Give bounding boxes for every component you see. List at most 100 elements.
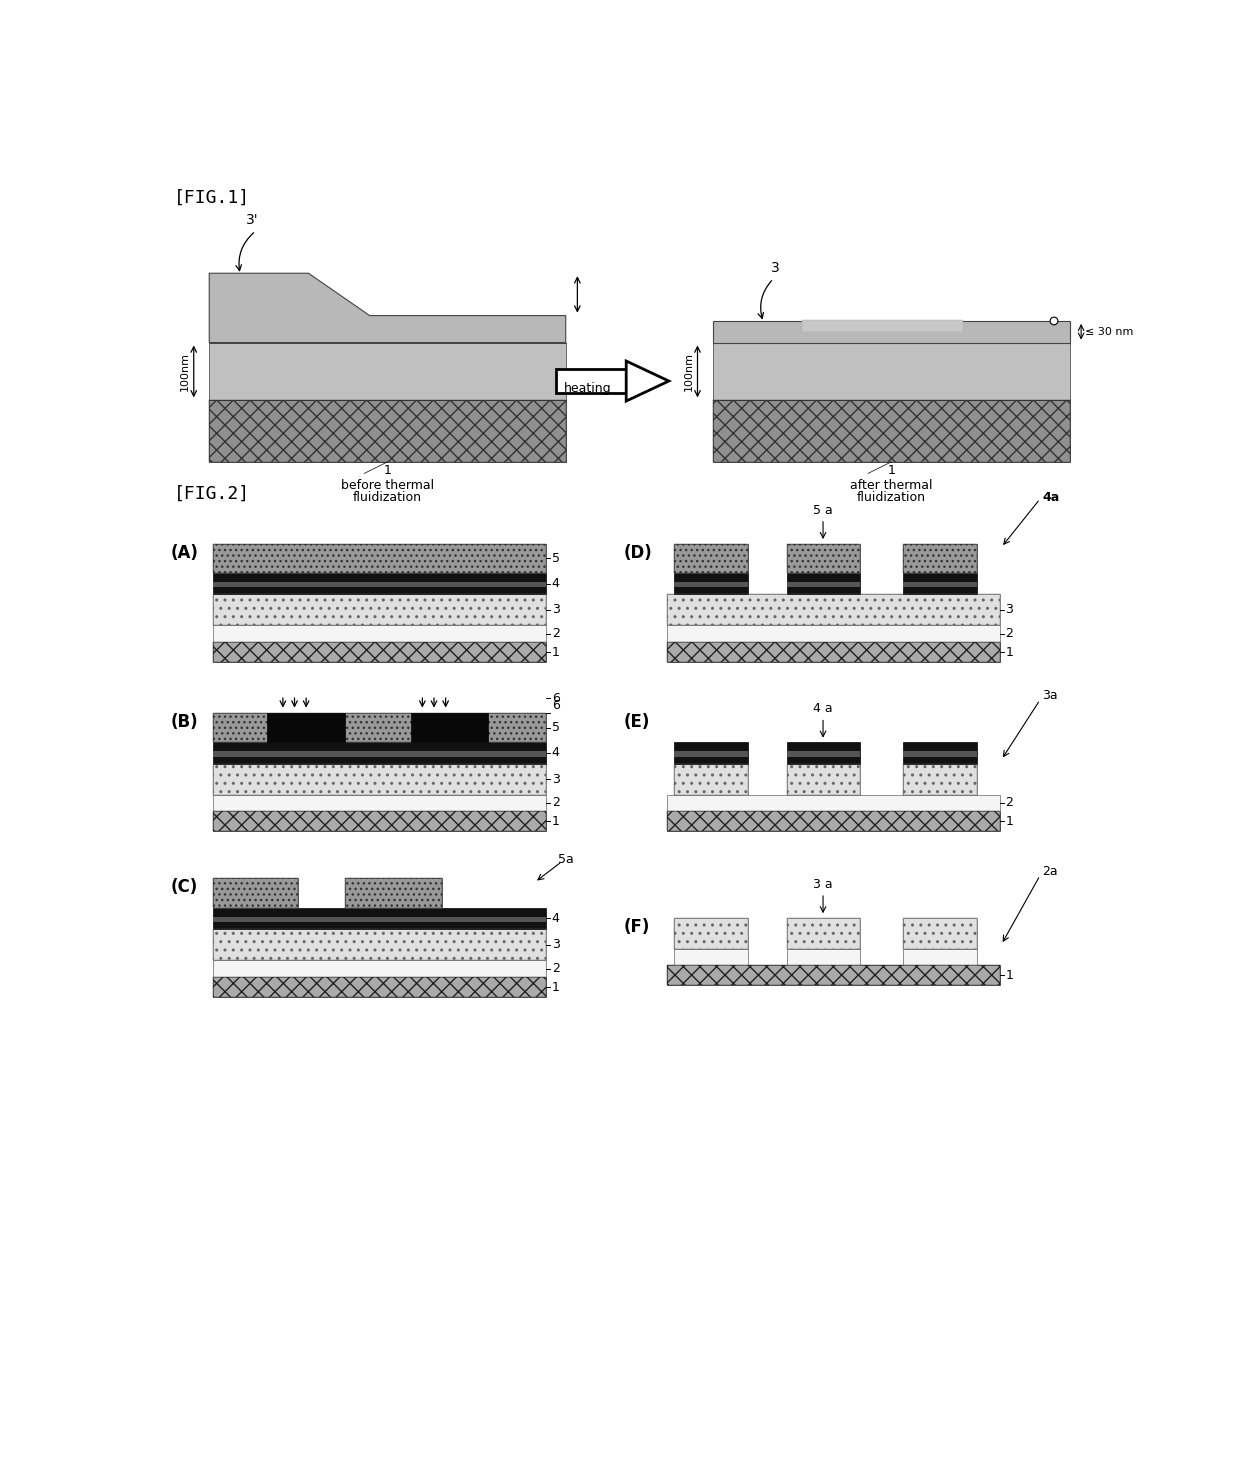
Text: 2: 2: [552, 627, 559, 640]
Bar: [903, 949, 977, 965]
Bar: [213, 763, 547, 794]
Bar: [903, 763, 977, 794]
Text: 5: 5: [552, 721, 559, 734]
Bar: [213, 811, 547, 832]
Text: 3: 3: [552, 939, 559, 952]
Bar: [213, 908, 547, 930]
Bar: [213, 642, 547, 662]
Bar: [786, 751, 861, 757]
Bar: [213, 917, 547, 923]
Text: heating: heating: [564, 382, 611, 395]
Bar: [713, 342, 1069, 401]
Text: fluidization: fluidization: [353, 491, 422, 504]
Bar: [210, 401, 565, 462]
Bar: [210, 342, 565, 401]
Bar: [675, 582, 748, 588]
Text: 3: 3: [1006, 604, 1013, 616]
Bar: [786, 918, 861, 949]
Bar: [675, 763, 748, 794]
Bar: [786, 763, 861, 794]
Bar: [213, 626, 547, 642]
Bar: [213, 713, 547, 743]
Bar: [667, 595, 999, 626]
Text: 5a: 5a: [558, 852, 574, 866]
Bar: [213, 595, 547, 626]
Text: (C): (C): [171, 879, 197, 896]
Text: 2: 2: [1006, 627, 1013, 640]
Bar: [268, 713, 345, 743]
Bar: [667, 965, 999, 985]
Text: 3: 3: [552, 604, 559, 616]
Bar: [675, 743, 748, 763]
Bar: [675, 544, 748, 573]
Bar: [213, 743, 547, 763]
Text: [FIG.2]: [FIG.2]: [175, 485, 250, 503]
Bar: [213, 930, 547, 961]
Text: 4: 4: [552, 747, 559, 759]
Bar: [213, 582, 547, 588]
Bar: [213, 573, 547, 595]
Bar: [903, 544, 977, 573]
Bar: [667, 626, 999, 642]
Bar: [213, 879, 299, 908]
Bar: [786, 573, 861, 595]
Bar: [675, 544, 748, 573]
Text: 1: 1: [1006, 969, 1013, 982]
Bar: [667, 794, 999, 811]
Bar: [213, 811, 547, 832]
Bar: [213, 544, 547, 573]
Bar: [213, 751, 547, 757]
Bar: [213, 977, 547, 997]
Bar: [667, 642, 999, 662]
Bar: [213, 794, 547, 811]
Bar: [802, 320, 962, 332]
Text: 100nm: 100nm: [180, 352, 190, 390]
Text: 3a: 3a: [1043, 690, 1058, 702]
Bar: [675, 918, 748, 949]
Bar: [786, 763, 861, 794]
Bar: [213, 544, 547, 573]
Bar: [557, 370, 626, 393]
Text: (F): (F): [624, 918, 650, 936]
Bar: [903, 573, 977, 595]
Bar: [213, 977, 547, 997]
Text: 6: 6: [552, 692, 559, 705]
Bar: [667, 811, 999, 832]
Bar: [675, 751, 748, 757]
Bar: [786, 743, 861, 763]
Bar: [345, 879, 441, 908]
Bar: [713, 401, 1069, 462]
Bar: [786, 544, 861, 573]
Bar: [786, 544, 861, 573]
Polygon shape: [210, 273, 565, 342]
Bar: [903, 751, 977, 757]
Bar: [213, 961, 547, 977]
Text: (D): (D): [624, 544, 652, 561]
Bar: [786, 918, 861, 949]
Bar: [903, 918, 977, 949]
Text: (B): (B): [171, 713, 198, 731]
Bar: [675, 949, 748, 965]
Text: 1: 1: [1006, 646, 1013, 658]
Text: 2: 2: [552, 962, 559, 975]
Text: 2: 2: [1006, 797, 1013, 810]
Text: 4: 4: [552, 912, 559, 925]
Bar: [345, 879, 441, 908]
Bar: [667, 965, 999, 985]
Text: 3: 3: [770, 260, 780, 275]
Bar: [786, 582, 861, 588]
Text: 5 a: 5 a: [813, 503, 833, 516]
Text: 6: 6: [552, 699, 559, 712]
Bar: [667, 642, 999, 662]
Text: before thermal: before thermal: [341, 480, 434, 491]
Text: 4a: 4a: [1043, 491, 1060, 504]
Text: 2a: 2a: [1043, 866, 1058, 879]
Bar: [213, 930, 547, 961]
Text: 1: 1: [888, 465, 895, 477]
Bar: [786, 949, 861, 965]
Bar: [213, 879, 299, 908]
Text: 3': 3': [246, 213, 258, 227]
Bar: [213, 713, 547, 743]
Bar: [213, 595, 547, 626]
Bar: [903, 544, 977, 573]
